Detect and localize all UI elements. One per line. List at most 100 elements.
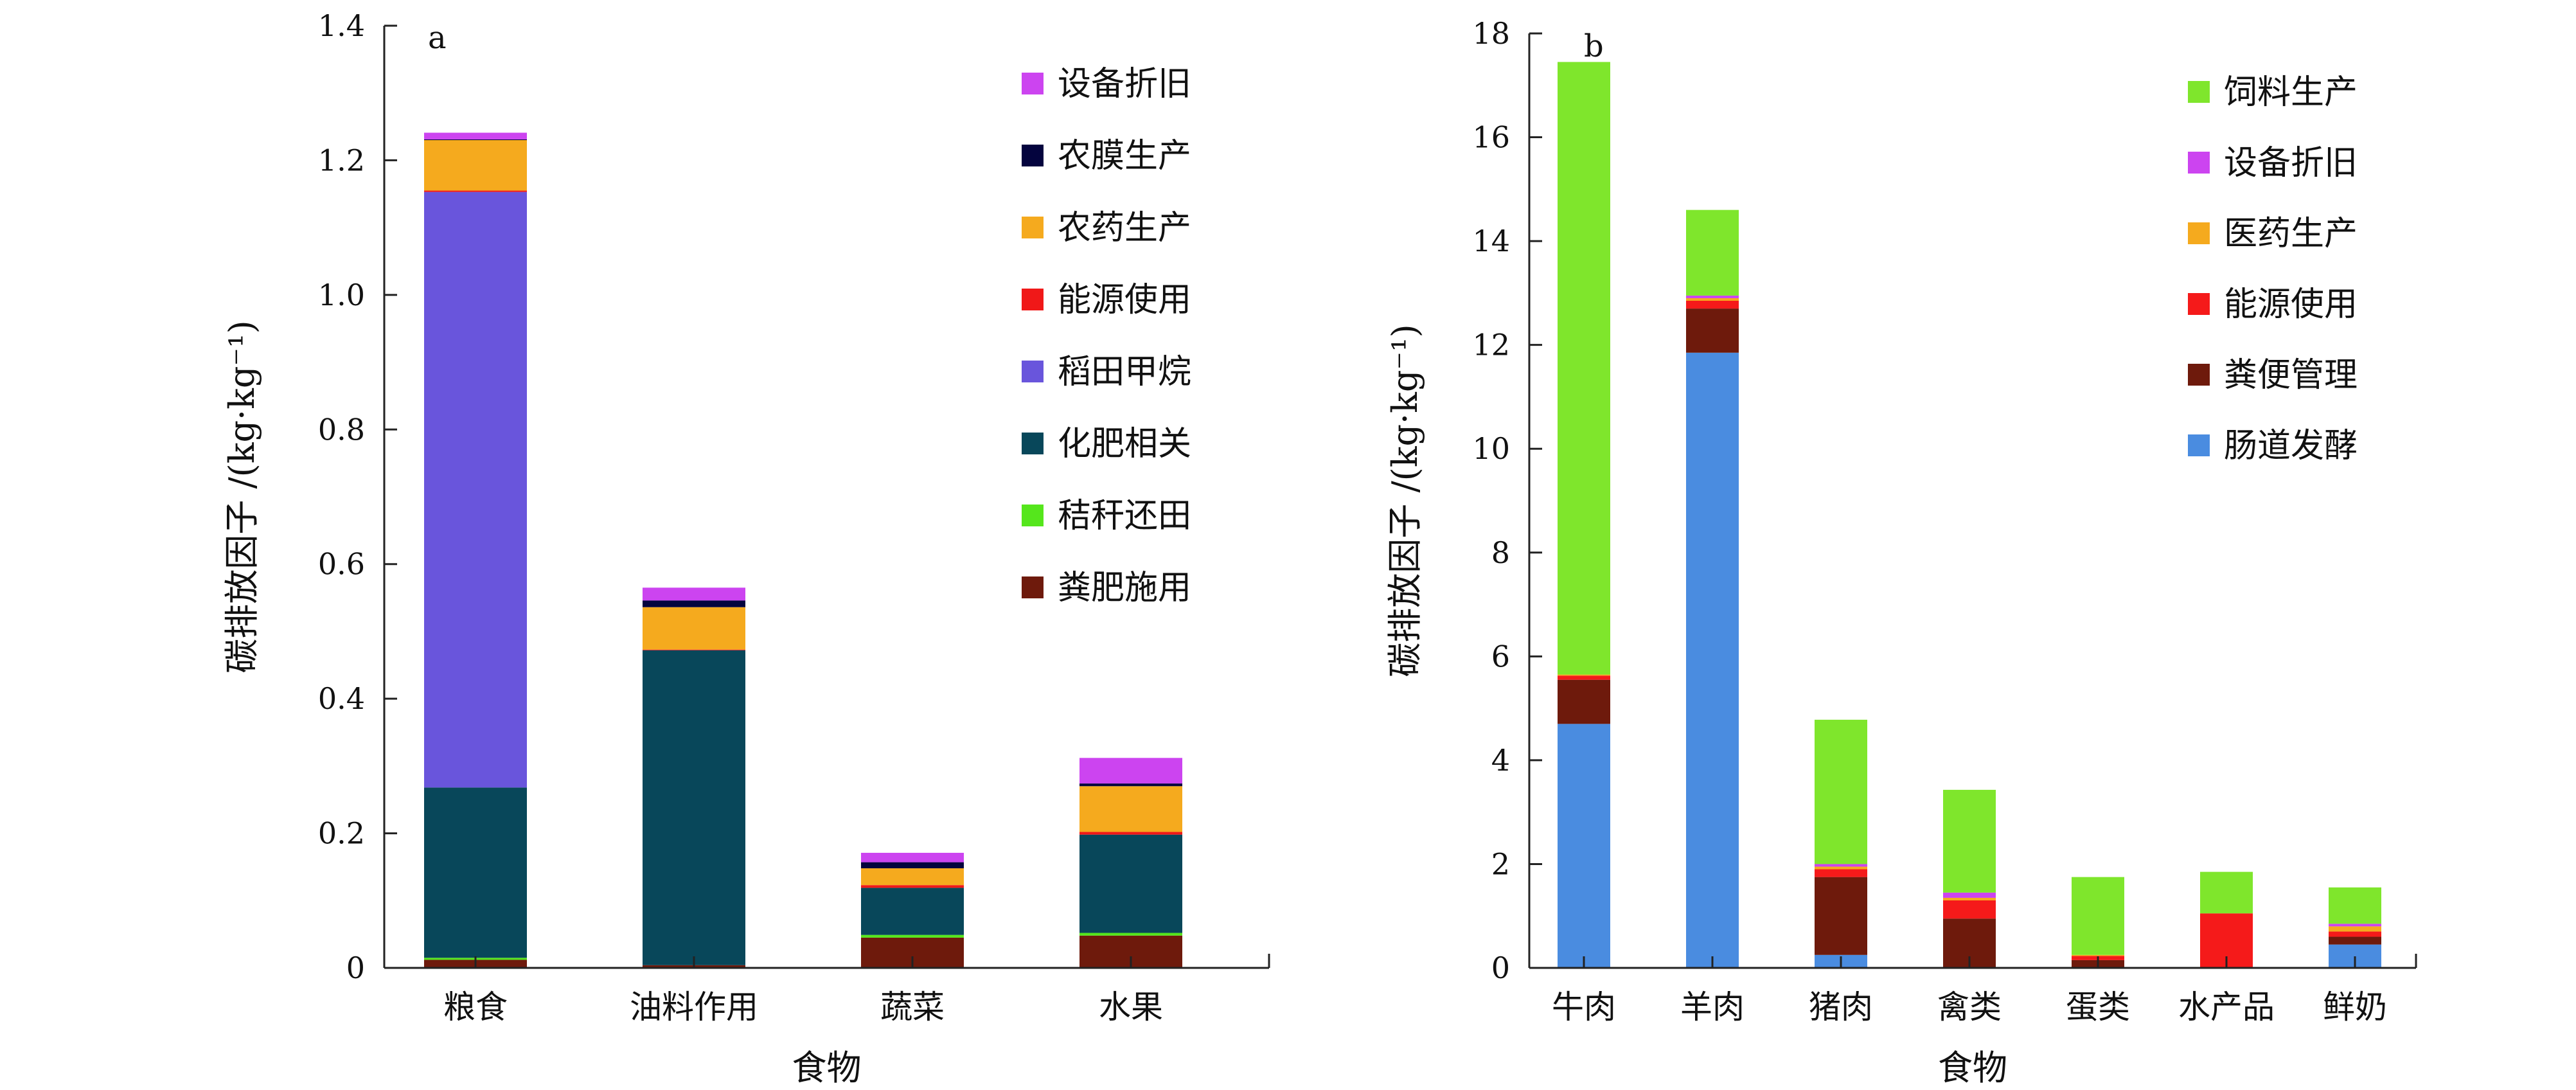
bar-segment <box>1943 892 1996 898</box>
legend-swatch <box>2188 81 2210 103</box>
legend-swatch <box>1022 433 1044 454</box>
bar-segment <box>1686 298 1739 301</box>
bar-segment <box>1686 295 1739 298</box>
bar-segment <box>424 190 527 192</box>
legend-label: 化肥相关 <box>1058 425 1191 463</box>
y-tick-label: 0.4 <box>318 681 365 716</box>
bar-segment <box>861 868 964 886</box>
bar-segment <box>2072 954 2124 956</box>
bar-segment <box>2200 871 2253 914</box>
bar-segment <box>643 600 745 607</box>
legend-swatch <box>1022 73 1044 94</box>
legend-swatch <box>1022 289 1044 310</box>
x-axis-title: 食物 <box>792 1048 862 1088</box>
bar-segment <box>1558 679 1610 724</box>
bar-segment <box>861 852 964 862</box>
bar-segment <box>1079 786 1182 832</box>
bar-segment <box>1686 308 1739 353</box>
bar-segment <box>1815 719 1867 864</box>
legend-swatch <box>1022 145 1044 166</box>
x-tick-label: 禽类 <box>1937 988 2002 1026</box>
legend-label: 能源使用 <box>2224 285 2358 324</box>
bar-segment <box>1815 864 1867 867</box>
legend-swatch <box>1022 361 1044 382</box>
bar-segment <box>1815 869 1867 877</box>
bar-segment <box>1558 674 1610 676</box>
legend-swatch <box>2188 222 2210 244</box>
bar-segment <box>424 132 527 139</box>
bar-segment <box>424 192 527 788</box>
bar-segment <box>1079 758 1182 784</box>
legend-swatch <box>1022 505 1044 526</box>
legend-label: 医药生产 <box>2224 215 2358 253</box>
x-tick-label: 鲜奶 <box>2323 988 2387 1026</box>
bar-segment <box>424 787 527 958</box>
y-tick-label: 0 <box>346 951 365 985</box>
legend-label: 能源使用 <box>1058 281 1191 319</box>
legend-label: 设备折旧 <box>1058 65 1191 103</box>
bar-segment <box>643 650 745 965</box>
bar-segment <box>1686 210 1739 296</box>
legend-label: 农膜生产 <box>1058 137 1191 175</box>
bar-segment <box>1079 832 1182 835</box>
y-tick-label: 16 <box>1472 120 1510 155</box>
legend-label: 粪便管理 <box>2224 356 2358 395</box>
bar-segment <box>424 139 527 141</box>
panel-label: b <box>1584 28 1604 64</box>
bar-segment <box>2329 931 2381 937</box>
legend-swatch <box>2188 152 2210 174</box>
panel-label: a <box>428 20 447 56</box>
y-tick-label: 1.4 <box>318 8 365 43</box>
x-tick-label: 蛋类 <box>2066 988 2130 1026</box>
y-tick-label: 0.6 <box>318 547 365 582</box>
y-tick-label: 4 <box>1491 743 1510 778</box>
y-tick-label: 18 <box>1472 16 1510 51</box>
bar-segment <box>1558 62 1610 675</box>
y-tick-label: 14 <box>1472 224 1510 258</box>
bar-segment <box>1686 301 1739 309</box>
y-tick-label: 0.8 <box>318 412 365 447</box>
x-tick-label: 水果 <box>1099 988 1163 1026</box>
y-tick-label: 10 <box>1472 431 1510 466</box>
y-tick-label: 12 <box>1472 328 1510 362</box>
legend-swatch <box>1022 576 1044 598</box>
x-tick-label: 蔬菜 <box>880 988 945 1026</box>
legend-swatch <box>2188 434 2210 456</box>
bar-segment <box>1079 834 1182 933</box>
y-tick-label: 0 <box>1491 951 1510 985</box>
bar-segment <box>1815 877 1867 955</box>
y-tick-label: 2 <box>1491 846 1510 881</box>
y-axis-title: 碳排放因子 /(kg·kg⁻¹) <box>1385 324 1425 677</box>
x-tick-label: 粮食 <box>443 988 508 1026</box>
bar-segment <box>643 587 745 601</box>
bar-segment <box>1943 789 1996 893</box>
bar-segment <box>2072 877 2124 955</box>
bar-segment <box>1686 352 1739 968</box>
x-tick-label: 水产品 <box>2178 988 2275 1026</box>
bar-segment <box>643 607 745 650</box>
x-axis-title: 食物 <box>1938 1048 2007 1088</box>
y-tick-label: 1.0 <box>318 278 365 312</box>
legend-label: 设备折旧 <box>2224 144 2358 183</box>
bar-segment <box>2329 926 2381 932</box>
bar-segment <box>1815 866 1867 870</box>
y-tick-label: 1.2 <box>318 143 365 177</box>
legend-swatch <box>2188 364 2210 386</box>
legend-label: 稻田甲烷 <box>1058 353 1191 391</box>
legend-label: 粪肥施用 <box>1058 569 1191 607</box>
y-tick-label: 6 <box>1491 639 1510 674</box>
bar-segment <box>1079 783 1182 787</box>
bar-segment <box>1943 897 1996 900</box>
bar-segment <box>2329 936 2381 945</box>
x-tick-label: 牛肉 <box>1552 988 1616 1026</box>
bar-segment <box>1943 900 1996 919</box>
legend-label: 饲料生产 <box>2224 73 2358 112</box>
bar-segment <box>2329 887 2381 924</box>
x-tick-label: 羊肉 <box>1680 988 1745 1026</box>
y-tick-label: 8 <box>1491 535 1510 570</box>
legend-label: 秸秆还田 <box>1058 497 1191 535</box>
